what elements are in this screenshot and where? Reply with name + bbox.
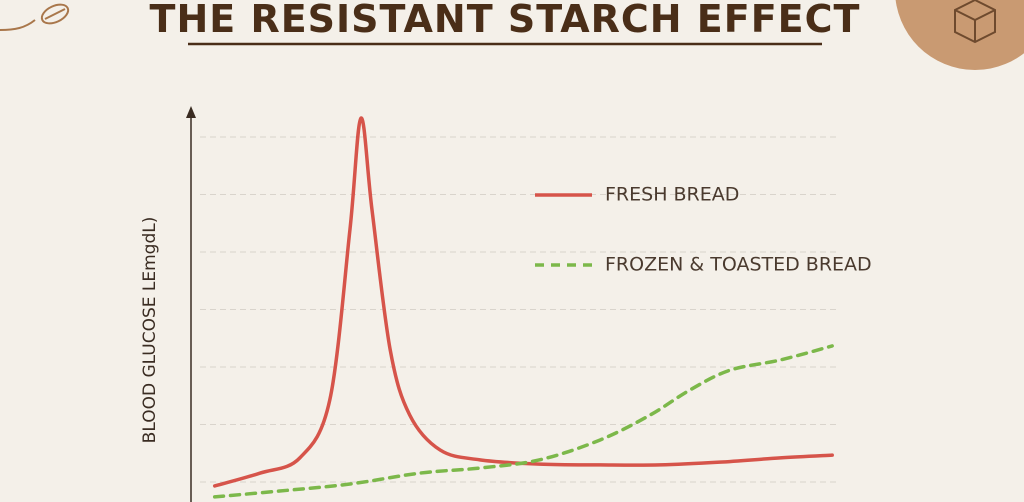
legend-label: FRESH BREAD [605,184,739,206]
legend-label: FROZEN & TOASTED BREAD [605,254,872,276]
y-axis-label: BLOOD GLUCOSE LEmgdL) [140,217,160,444]
leaf-icon [0,3,70,31]
badge-icon [895,0,1024,70]
y-axis-arrow [186,106,196,118]
line-series [212,344,834,499]
line-series [212,116,834,488]
chart-title: THE RESISTANT STARCH EFFECT [150,0,861,41]
